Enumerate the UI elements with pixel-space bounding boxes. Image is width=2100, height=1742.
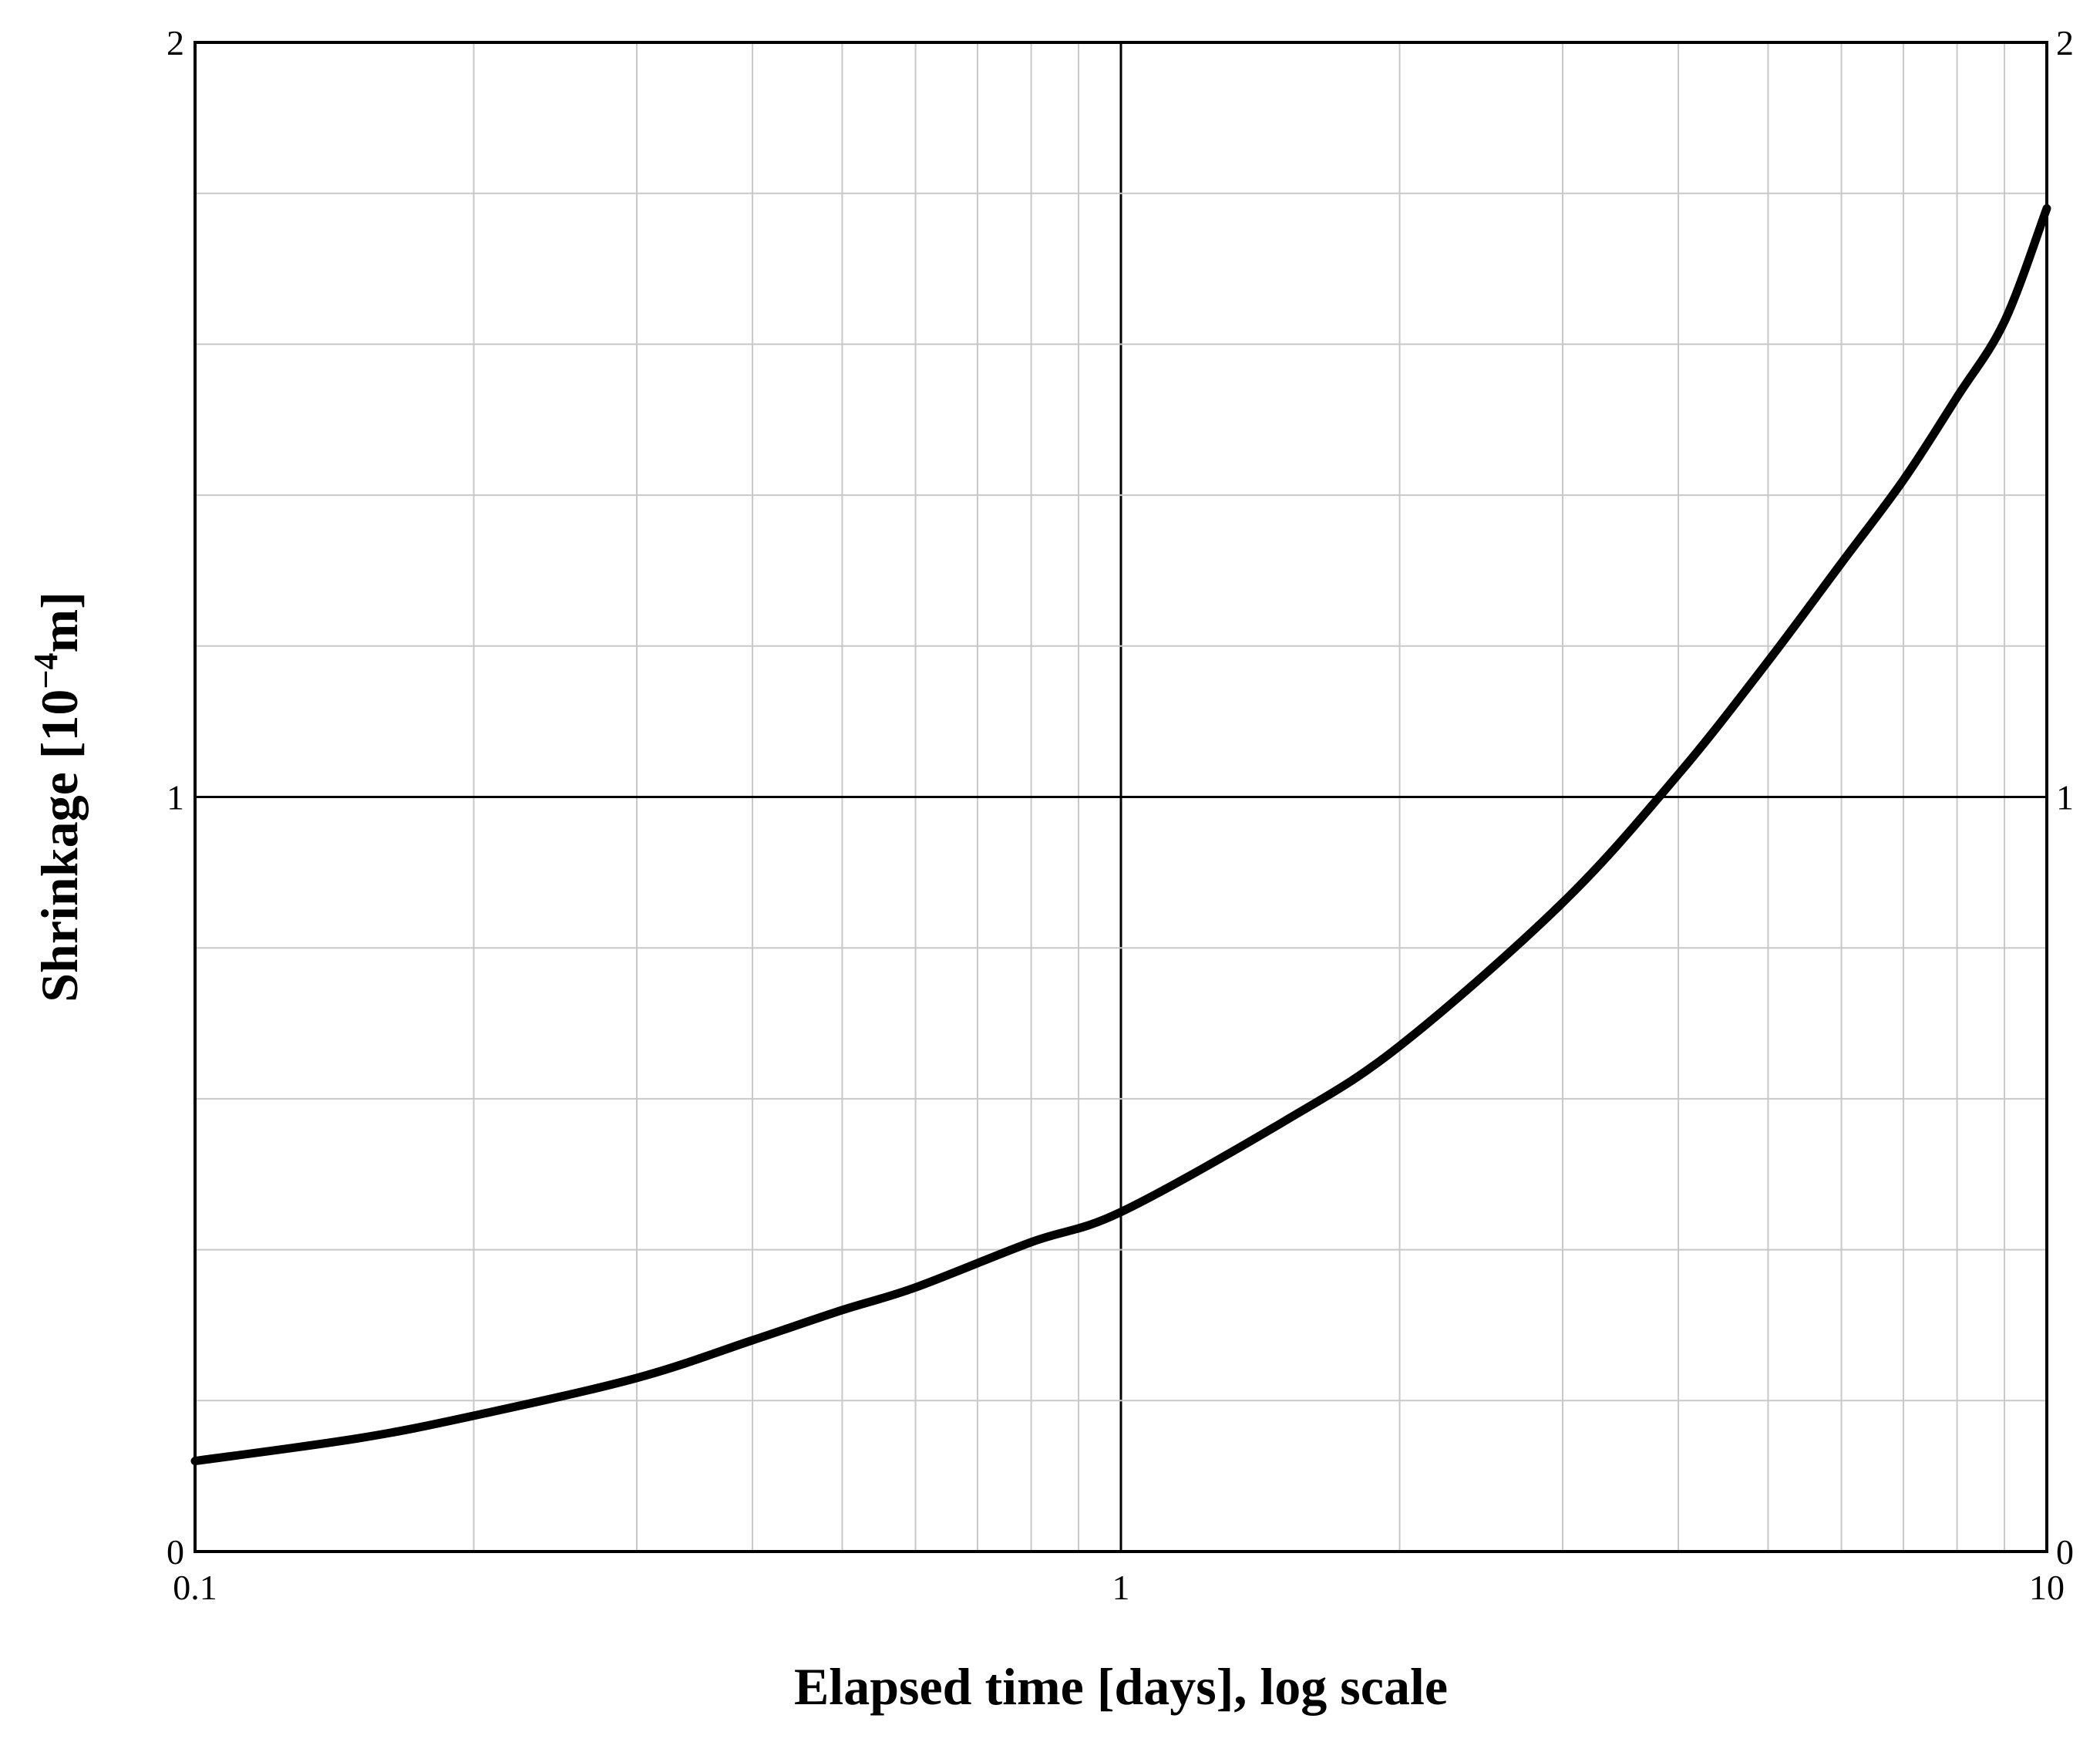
plot-frame bbox=[194, 41, 2048, 1553]
y-tick-label-right: 0 bbox=[2056, 1532, 2074, 1572]
y-axis-title-suffix: m] bbox=[30, 591, 89, 652]
y-tick-label-right: 1 bbox=[2056, 778, 2074, 817]
y-tick-label-right: 2 bbox=[2056, 23, 2074, 62]
y-axis-title-prefix: Shrinkage [10 bbox=[30, 689, 89, 1002]
y-tick-label-left: 0 bbox=[167, 1532, 184, 1572]
x-tick-label: 1 bbox=[1112, 1568, 1130, 1607]
series-line-0 bbox=[190, 204, 2051, 1466]
x-axis-title: Elapsed time [days], log scale bbox=[794, 1657, 1448, 1716]
x-tick-label: 0.1 bbox=[173, 1568, 217, 1607]
x-tick-label: 10 bbox=[2029, 1568, 2065, 1607]
series-layer bbox=[190, 204, 2051, 1466]
y-axis-title-exponent: −4 bbox=[27, 653, 65, 689]
y-tick-label-left: 1 bbox=[167, 778, 184, 817]
grid-lines bbox=[195, 42, 2047, 1552]
y-axis-title: Shrinkage [10−4m] bbox=[27, 591, 89, 1002]
y-tick-label-left: 2 bbox=[167, 23, 184, 62]
